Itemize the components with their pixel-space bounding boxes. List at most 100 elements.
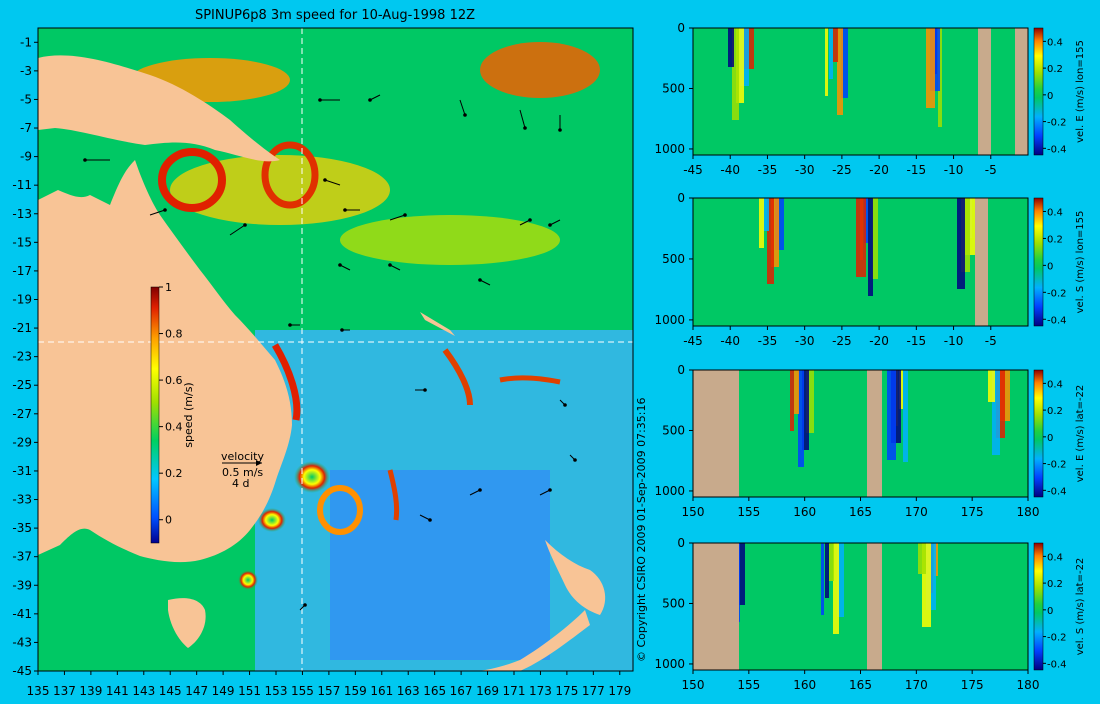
velocity-arrow: [479, 279, 491, 286]
velocity-arrow-head: [303, 603, 307, 607]
section-stripe: [833, 543, 839, 634]
velocity-arrow: [339, 264, 351, 271]
section-stripe: [829, 543, 834, 581]
section-panel: -45 -40 -35 -30 -25 -20 -15 -10 -5 0 500 1000 0.4 0.2…: [654, 191, 1086, 348]
section-colorbar-tick-label: -0.4: [1047, 144, 1067, 155]
speed-colorbar-ticks: 1 0.8 0.6 0.4 0.2 0: [159, 281, 183, 527]
section-colorbar-bar: [1033, 197, 1044, 327]
section-colorbar-tick-label: -0.2: [1047, 288, 1067, 299]
map-eddy-1: [158, 148, 226, 212]
copyright-note: © Copyright CSIRO 2009 01-Sep-2009 07:35…: [635, 397, 648, 662]
map-y-tick-label: -35: [12, 521, 32, 535]
map-y-tick-label: -5: [20, 92, 32, 106]
map-x-tick-label: 135: [27, 684, 50, 698]
section-stripe: [837, 543, 844, 617]
velocity-key-speed: 0.5 m/s: [222, 466, 263, 479]
section-colorbar-tick-label: -0.4: [1047, 486, 1067, 497]
map-panel: 135 137 139 141 143 145 147 149 151 153 155 157 159 1…: [12, 27, 634, 698]
section-stripe: [767, 198, 774, 284]
velocity-arrow: [149, 209, 166, 216]
section-colorbar-tick-label: 0: [1047, 91, 1053, 102]
map-y-tick-label: -15: [12, 235, 32, 249]
map-y-tick-label: -1: [20, 35, 32, 49]
speed-colorbar-bar: [150, 286, 160, 544]
map-x-tick-label: 149: [212, 684, 235, 698]
section-x-tick-label: 175: [961, 678, 984, 692]
section-x-tick-label: -25: [832, 163, 852, 177]
section-stripe: [775, 198, 784, 250]
section-x-tick-label: -10: [944, 163, 964, 177]
section-x-tick-label: 155: [737, 678, 760, 692]
section-x-tick-label: -35: [758, 163, 778, 177]
section-y-tick-label: 1000: [654, 313, 685, 327]
map-x-tick-label: 143: [132, 684, 155, 698]
section-x-tick-label: -5: [985, 163, 997, 177]
map-eddy-3: [294, 461, 330, 493]
section-y-tick-label: 500: [662, 81, 685, 95]
velocity-arrow-head: [478, 488, 482, 492]
section-x-tick-label: -30: [795, 163, 815, 177]
section-stripe: [887, 370, 896, 460]
velocity-arrow-head: [573, 458, 577, 462]
section-stripe: [918, 543, 926, 574]
map-land-new-caledonia: [420, 312, 455, 336]
section-x-tick-label: 170: [905, 505, 928, 519]
velocity-arrow-head: [523, 126, 527, 130]
velocity-arrow: [419, 514, 431, 521]
section-x-tick-label: -40: [720, 334, 740, 348]
map-x-tick-label: 141: [106, 684, 129, 698]
section-land: [693, 543, 739, 670]
map-frame: [37, 27, 634, 672]
section-stripe: [794, 370, 799, 414]
section-stripe: [771, 198, 779, 267]
section-colorbar-tick-label: -0.4: [1047, 315, 1067, 326]
section-x-tick-label: -10: [944, 334, 964, 348]
map-x-tick-label: 139: [79, 684, 102, 698]
map-land-png: [38, 55, 280, 162]
map-y-axis: -1 -3 -5 -7 -9 -11 -13 -15 -17 -19 -21 -23 -25 -27 -29…: [12, 35, 38, 678]
map-y-tick-label: -11: [12, 178, 32, 192]
velocity-arrows: [83, 94, 577, 611]
map-y-tick-label: -19: [12, 292, 32, 306]
section-frame: [692, 197, 1029, 327]
velocity-arrow: [389, 214, 406, 221]
section-stripe: [961, 198, 970, 272]
map-x-axis: 135 137 139 141 143 145 147 149 151 153 155 157 159 1…: [27, 671, 631, 698]
section-stripe: [992, 370, 1000, 455]
velocity-arrow-head: [243, 223, 247, 227]
section-y-tick-label: 0: [677, 191, 685, 205]
velocity-key-title: velocity: [221, 450, 264, 463]
map-x-tick-label: 137: [53, 684, 76, 698]
map-x-tick-label: 167: [450, 684, 473, 698]
section-x-tick-label: 180: [1017, 678, 1040, 692]
section-y-tick-label: 0: [677, 21, 685, 35]
section-stripe: [829, 28, 833, 79]
section-x-tick-label: 180: [1017, 505, 1040, 519]
speed-colorbar-label: speed (m/s): [182, 382, 195, 447]
map-current-3: [387, 469, 400, 521]
section-stripe: [926, 28, 935, 108]
map-eddy-2: [261, 141, 319, 209]
velocity-arrow-head: [340, 328, 344, 332]
map-x-tick-label: 157: [317, 684, 340, 698]
section-stripe: [957, 198, 965, 289]
map-x-tick-label: 161: [370, 684, 393, 698]
section-x-tick-label: -45: [683, 334, 703, 348]
section-colorbar-label: vel. S (m/s) lon=155: [1075, 211, 1086, 314]
section-x-tick-label: -40: [720, 163, 740, 177]
section-colorbar-bar: [1033, 27, 1044, 156]
map-x-tick-label: 159: [344, 684, 367, 698]
section-stripe: [790, 370, 794, 431]
velocity-arrow-head: [548, 223, 552, 227]
section-stripe: [856, 198, 866, 277]
velocity-arrow-head: [548, 488, 552, 492]
map-y-tick-label: -39: [12, 578, 32, 592]
velocity-key: velocity 0.5 m/s 4 d: [221, 450, 264, 490]
section-x-tick-label: -20: [869, 334, 889, 348]
section-colorbar-tick-label: 0.4: [1047, 379, 1063, 390]
section-colorbar-tick-label: 0.2: [1047, 579, 1063, 590]
velocity-arrow: [539, 489, 551, 496]
velocity-arrow: [324, 179, 341, 186]
map-y-tick-label: -9: [20, 150, 32, 164]
